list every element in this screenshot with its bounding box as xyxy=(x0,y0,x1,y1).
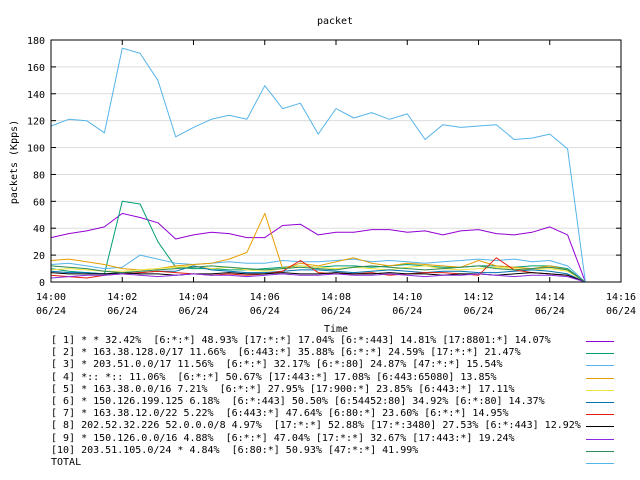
series-lines xyxy=(50,47,586,283)
plot-border xyxy=(50,39,622,283)
legend-entry: [ 7] * 163.38.12.0/22 5.22% [6:443:*] 47… xyxy=(0,408,640,420)
legend-label: [ 3] * 203.51.0.0/17 11.56% [6:*:*] 32.1… xyxy=(51,359,503,371)
series-line-1 xyxy=(50,212,586,283)
legend-label: [ 7] * 163.38.12.0/22 5.22% [6:443:*] 47… xyxy=(51,408,509,420)
legend-swatch xyxy=(586,426,614,428)
y-axis-label: packets (Kpps) xyxy=(9,120,20,204)
x-tick-label-date: 06/24 xyxy=(535,306,565,317)
x-tick-label-time: 14:14 xyxy=(535,292,565,303)
x-tick-label-time: 14:02 xyxy=(107,292,137,303)
legend-swatch xyxy=(586,389,614,391)
series-line-10 xyxy=(50,265,586,283)
y-axis-ticks: 0 20 40 60 80 100 120 140 160 180 xyxy=(27,36,621,289)
legend-swatch xyxy=(586,353,614,355)
x-tick-label-time: 14:06 xyxy=(250,292,280,303)
legend-label: [ 9] * 150.126.0.0/16 4.88% [6:*:*] 47.0… xyxy=(51,432,515,444)
legend-swatch xyxy=(586,341,614,342)
chart-title: packet xyxy=(317,16,353,27)
x-tick-label-date: 06/24 xyxy=(178,306,208,317)
y-tick-label: 0 xyxy=(39,278,45,289)
legend-swatch xyxy=(586,414,614,416)
x-tick-label-time: 14:08 xyxy=(321,292,351,303)
x-tick-label-date: 06/24 xyxy=(107,306,137,317)
legend-swatch xyxy=(586,365,614,367)
series-line-11 xyxy=(50,47,586,283)
legend-entry: [ 5] * 163.38.0.0/16 7.21% [6:*:*] 27.95… xyxy=(0,384,640,396)
series-line-8 xyxy=(50,272,586,283)
y-tick-label: 180 xyxy=(27,36,45,47)
legend-swatch xyxy=(586,438,614,440)
legend-entry: [ 9] * 150.126.0.0/16 4.88% [6:*:*] 47.0… xyxy=(0,433,640,445)
x-tick-label-time: 14:04 xyxy=(178,292,208,303)
legend-label: [10] 203.51.105.0/24 * 4.84% [6:80:*] 50… xyxy=(51,444,419,456)
legend-entry: [ 3] * 203.51.0.0/17 11.56% [6:*:*] 32.1… xyxy=(0,359,640,371)
x-tick-label-time: 14:10 xyxy=(392,292,422,303)
legend-label: [ 4] *:: *:: 11.06% [6:*:*] 50.67% [17:4… xyxy=(51,371,497,383)
legend-swatch xyxy=(586,402,614,403)
x-axis-ticks: 14:00 06/24 14:02 06/24 14:04 06/24 14:06 06/24… xyxy=(36,40,636,317)
legend-swatch xyxy=(586,463,614,464)
legend-entry: [ 8] 202.52.32.226 52.0.0.0/8 4.97% [17:… xyxy=(0,420,640,432)
x-tick-label-time: 14:16 xyxy=(606,292,636,303)
y-tick-label: 60 xyxy=(33,197,45,208)
y-tick-label: 40 xyxy=(33,224,45,235)
y-tick-label: 100 xyxy=(27,144,45,155)
x-tick-label-date: 06/24 xyxy=(606,306,636,317)
legend-entry: [ 1] * * 32.42% [6:*:*] 48.93% [17:*:*] … xyxy=(0,335,640,347)
x-tick-label-date: 06/24 xyxy=(321,306,351,317)
legend-label: TOTAL xyxy=(51,457,82,468)
legend-swatch xyxy=(586,377,614,379)
legend-label: [ 5] * 163.38.0.0/16 7.21% [6:*:*] 27.95… xyxy=(51,383,515,395)
y-tick-label: 120 xyxy=(27,117,45,128)
series-line-3 xyxy=(50,254,586,283)
x-tick-label-date: 06/24 xyxy=(463,306,493,317)
legend-entry: [10] 203.51.105.0/24 * 4.84% [6:80:*] 50… xyxy=(0,445,640,457)
x-tick-label-time: 14:00 xyxy=(36,292,66,303)
legend-entry: [ 6] * 150.126.199.125 6.18% [6:*:443] 5… xyxy=(0,396,640,408)
legend-label: [ 8] 202.52.32.226 52.0.0.0/8 4.97% [17:… xyxy=(51,420,581,432)
x-axis-label: Time xyxy=(324,324,348,335)
series-line-9 xyxy=(50,273,586,283)
legend-label: [ 6] * 150.126.199.125 6.18% [6:*:443] 5… xyxy=(51,396,545,407)
y-tick-label: 80 xyxy=(33,170,45,181)
series-line-5 xyxy=(50,265,586,283)
x-tick-label-time: 14:12 xyxy=(463,292,493,303)
x-tick-label-date: 06/24 xyxy=(392,306,422,317)
legend-entry: [ 2] * 163.38.128.0/17 11.66% [6:443:*] … xyxy=(0,347,640,359)
legend-label: [ 2] * 163.38.128.0/17 11.66% [6:443:*] … xyxy=(51,347,521,359)
x-tick-label-date: 06/24 xyxy=(36,306,66,317)
y-tick-label: 20 xyxy=(33,251,45,262)
legend-entry: [ 4] *:: *:: 11.06% [6:*:*] 50.67% [17:4… xyxy=(0,372,640,384)
legend-swatch xyxy=(586,450,614,452)
legend-entry: TOTAL xyxy=(0,457,640,469)
x-tick-label-date: 06/24 xyxy=(250,306,280,317)
legend-label: [ 1] * * 32.42% [6:*:*] 48.93% [17:*:*] … xyxy=(51,335,551,346)
series-line-7 xyxy=(50,257,586,283)
y-tick-label: 160 xyxy=(27,63,45,74)
grid xyxy=(51,39,621,283)
y-tick-label: 140 xyxy=(27,90,45,101)
